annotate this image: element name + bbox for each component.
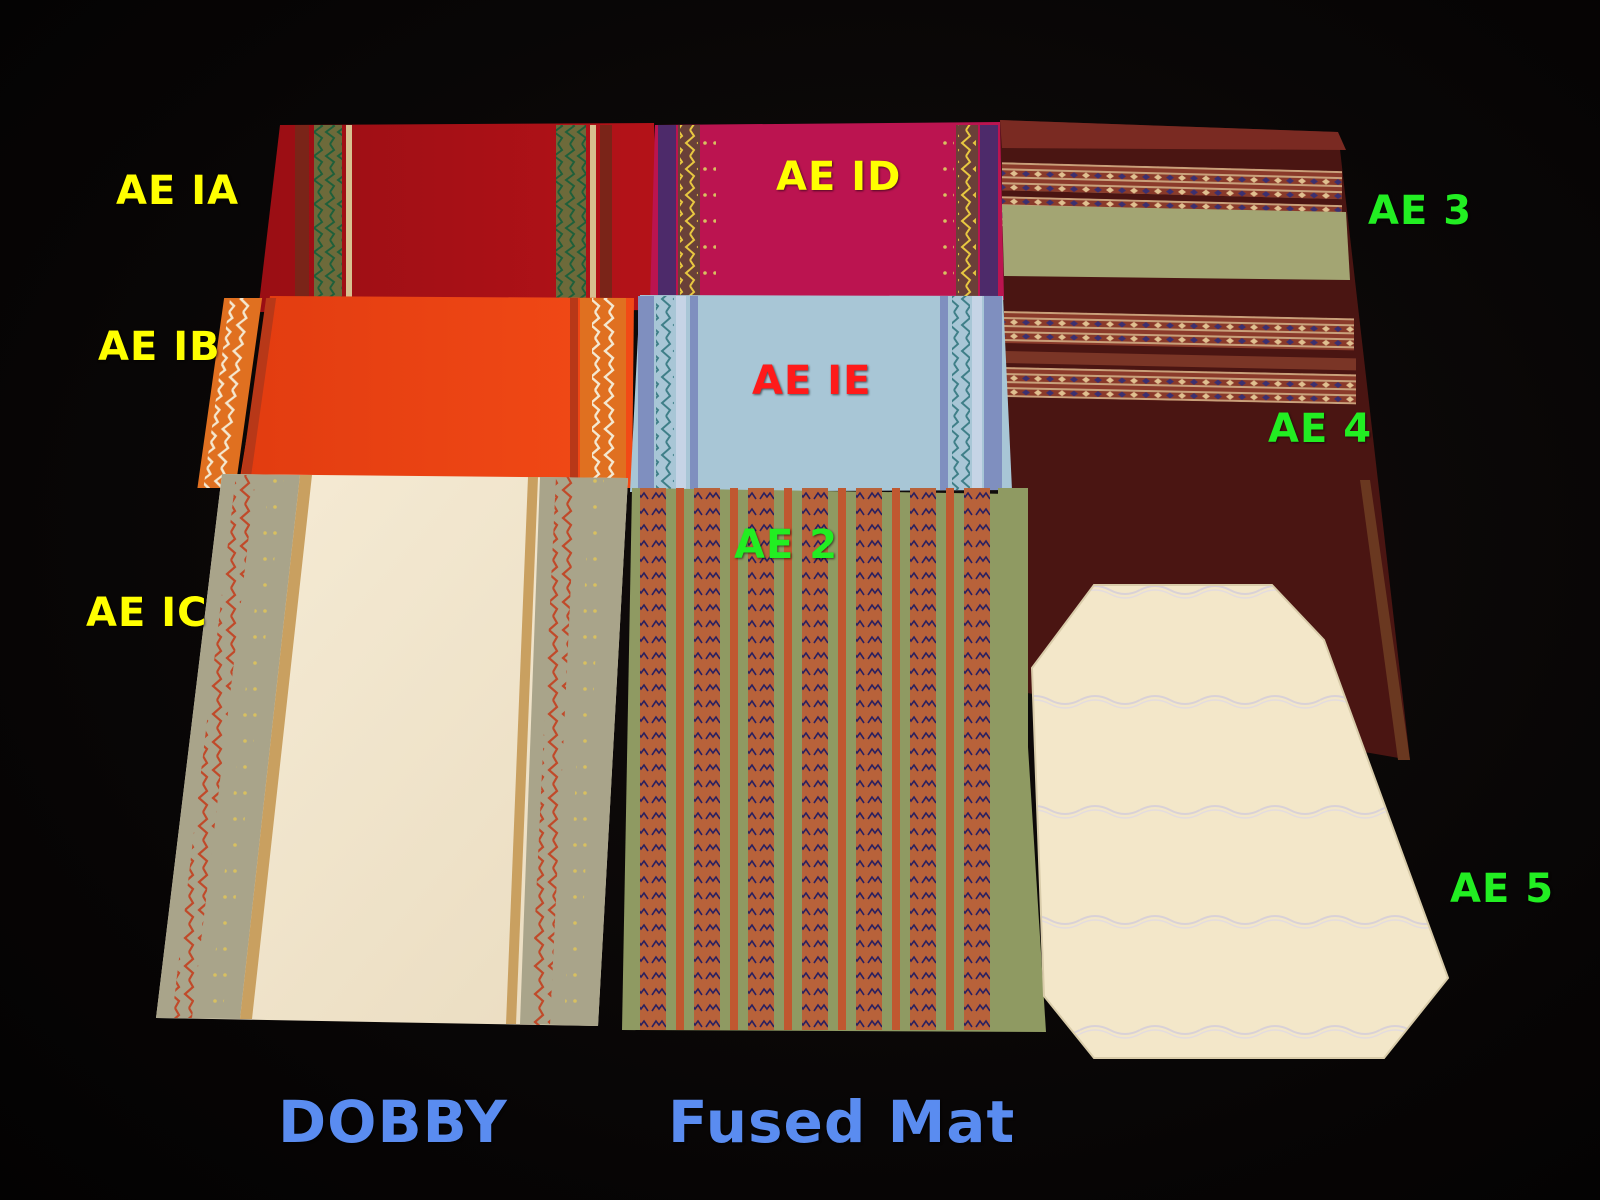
mat-ae1c	[156, 474, 628, 1026]
label-ae-1a: AE IA	[116, 168, 240, 214]
caption-fused-mat: Fused Mat	[668, 1088, 1016, 1156]
mat-ae1e	[630, 295, 1012, 492]
mat-ae5	[1030, 584, 1450, 1059]
label-ae-1d: AE ID	[776, 154, 902, 200]
label-ae-5: AE 5	[1450, 866, 1555, 912]
mat-ae1b	[197, 296, 634, 490]
label-ae-4: AE 4	[1268, 406, 1373, 452]
mat-ae2	[622, 488, 1046, 1032]
mat-ae1a	[258, 123, 660, 312]
label-ae-1b: AE IB	[98, 324, 221, 370]
label-ae-1e: AE IE	[752, 358, 872, 404]
label-ae-2: AE 2	[734, 522, 839, 568]
mat-ae1d	[650, 122, 1004, 302]
label-ae-3: AE 3	[1368, 188, 1473, 234]
label-ae-1c: AE IC	[86, 590, 208, 636]
caption-dobby: DOBBY	[278, 1088, 508, 1156]
